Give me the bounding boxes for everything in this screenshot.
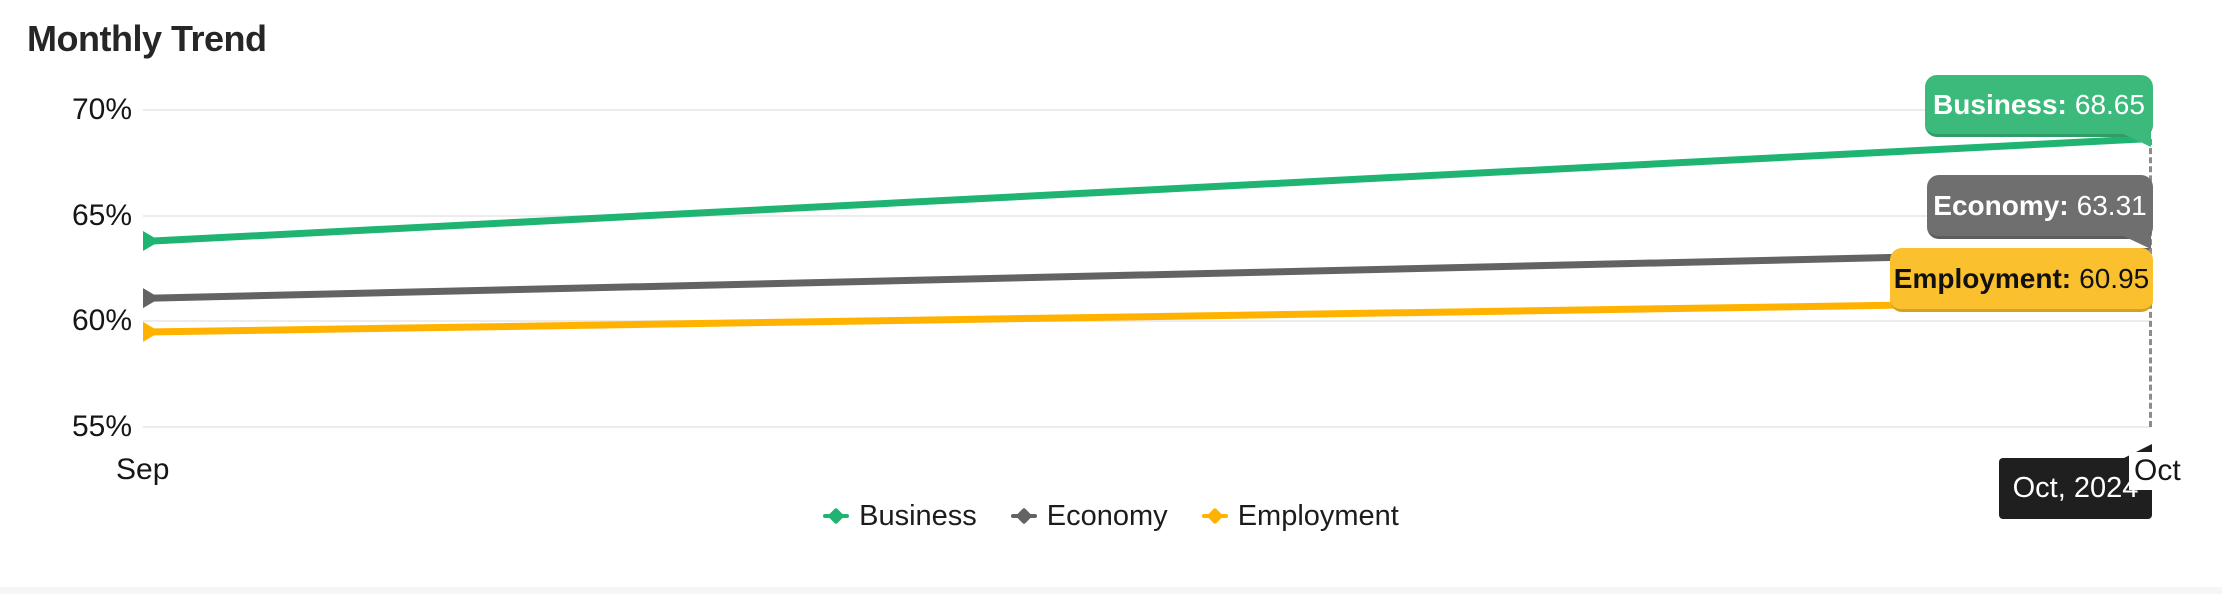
tooltip-employment-label: Employment:	[1893, 262, 2072, 294]
legend-item-business[interactable]: Business	[823, 497, 977, 535]
tooltip-business: Business: 68.65	[1925, 75, 2153, 147]
plot-area[interactable]	[143, 109, 2152, 428]
bottom-strip	[0, 587, 2222, 594]
tooltip-axis-date-text: Oct, 2024	[2012, 472, 2139, 504]
legend-label: Business	[859, 500, 977, 532]
employment-series-marker-icon	[1201, 505, 1228, 527]
tooltip-axis-date: Oct, 2024	[1999, 444, 2152, 519]
tooltip-employment: Employment: 60.95	[1890, 248, 2153, 312]
chart-title: Monthly Trend	[27, 18, 267, 59]
business-series-marker-icon	[823, 505, 850, 527]
x-axis-tick-sep: Sep	[116, 453, 170, 486]
tooltip-business-label: Business:	[1933, 88, 2067, 120]
gridline	[143, 109, 2151, 111]
legend-label: Economy	[1046, 500, 1168, 532]
gridline	[143, 214, 2151, 217]
tooltip-economy-value: 63.31	[2076, 189, 2147, 221]
legend: Business Economy Employment	[0, 497, 2222, 535]
tooltip-economy-label: Economy:	[1933, 189, 2069, 221]
tooltip-business-value: 68.65	[2074, 88, 2145, 120]
y-axis-tick-65: 65%	[71, 199, 132, 232]
gridline	[143, 426, 2151, 428]
legend-label: Employment	[1237, 500, 1399, 532]
legend-item-employment[interactable]: Employment	[1201, 497, 1399, 535]
tooltip-economy: Economy: 63.31	[1927, 175, 2153, 249]
y-axis-tick-70: 70%	[71, 93, 132, 126]
tooltip-tail	[2119, 132, 2151, 147]
y-axis-tick-60: 60%	[71, 304, 132, 337]
tooltip-employment-value: 60.95	[2079, 262, 2150, 294]
economy-series-marker-icon	[1010, 505, 1037, 527]
tooltip-tail	[2119, 234, 2151, 249]
y-axis-tick-55: 55%	[71, 410, 132, 443]
series-lines	[143, 135, 2152, 342]
x-axis-tick-oct: Oct	[2129, 452, 2186, 490]
legend-item-economy[interactable]: Economy	[1010, 497, 1168, 535]
gridline	[143, 320, 2151, 323]
